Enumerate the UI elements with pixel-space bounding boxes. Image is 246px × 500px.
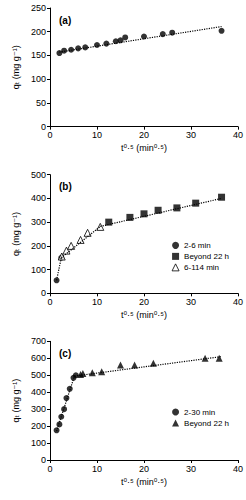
svg-text:40: 40	[233, 464, 243, 474]
svg-text:150: 150	[31, 50, 46, 60]
svg-text:2-6 min: 2-6 min	[184, 241, 211, 250]
svg-text:400: 400	[31, 387, 46, 397]
svg-text:t⁰·⁵ (min⁰·⁵): t⁰·⁵ (min⁰·⁵)	[121, 143, 167, 153]
svg-text:10: 10	[92, 130, 102, 140]
svg-text:qₜ (mg g⁻¹): qₜ (mg g⁻¹)	[11, 212, 21, 256]
svg-text:10: 10	[92, 464, 102, 474]
svg-text:qₜ (mg g⁻¹): qₜ (mg g⁻¹)	[11, 45, 21, 89]
svg-text:500: 500	[31, 170, 46, 180]
svg-text:300: 300	[31, 217, 46, 227]
svg-text:400: 400	[31, 193, 46, 203]
svg-text:6-114 min: 6-114 min	[184, 263, 219, 272]
svg-text:200: 200	[31, 421, 46, 431]
svg-text:30: 30	[186, 130, 196, 140]
svg-text:0: 0	[41, 288, 46, 298]
svg-text:(a): (a)	[59, 15, 71, 26]
svg-text:Beyond 22 h: Beyond 22 h	[184, 419, 229, 428]
svg-text:100: 100	[31, 74, 46, 84]
svg-text:50: 50	[36, 98, 46, 108]
svg-text:0: 0	[47, 130, 52, 140]
svg-text:0: 0	[41, 455, 46, 465]
svg-text:10: 10	[92, 297, 102, 307]
svg-text:0: 0	[41, 122, 46, 132]
svg-text:Beyond 22 h: Beyond 22 h	[184, 252, 229, 261]
svg-text:100: 100	[31, 265, 46, 275]
svg-text:500: 500	[31, 370, 46, 380]
svg-text:0: 0	[47, 464, 52, 474]
svg-text:250: 250	[31, 3, 46, 13]
svg-text:30: 30	[186, 297, 196, 307]
svg-text:300: 300	[31, 404, 46, 414]
svg-text:200: 200	[31, 241, 46, 251]
svg-text:40: 40	[233, 130, 243, 140]
svg-text:20: 20	[139, 130, 149, 140]
svg-text:40: 40	[233, 297, 243, 307]
svg-text:t⁰·⁵ (min⁰·⁵): t⁰·⁵ (min⁰·⁵)	[121, 477, 167, 487]
svg-text:qₜ (mg g⁻¹): qₜ (mg g⁻¹)	[11, 379, 21, 423]
svg-text:600: 600	[31, 353, 46, 363]
svg-text:2-30 min: 2-30 min	[184, 408, 215, 417]
svg-text:30: 30	[186, 464, 196, 474]
svg-text:0: 0	[47, 297, 52, 307]
svg-text:100: 100	[31, 438, 46, 448]
svg-text:(c): (c)	[59, 348, 71, 359]
svg-text:t⁰·⁵ (min⁰·⁵): t⁰·⁵ (min⁰·⁵)	[121, 310, 167, 320]
svg-text:(b): (b)	[59, 181, 72, 192]
svg-text:200: 200	[31, 27, 46, 37]
svg-text:20: 20	[139, 464, 149, 474]
svg-text:20: 20	[139, 297, 149, 307]
svg-text:700: 700	[31, 336, 46, 346]
